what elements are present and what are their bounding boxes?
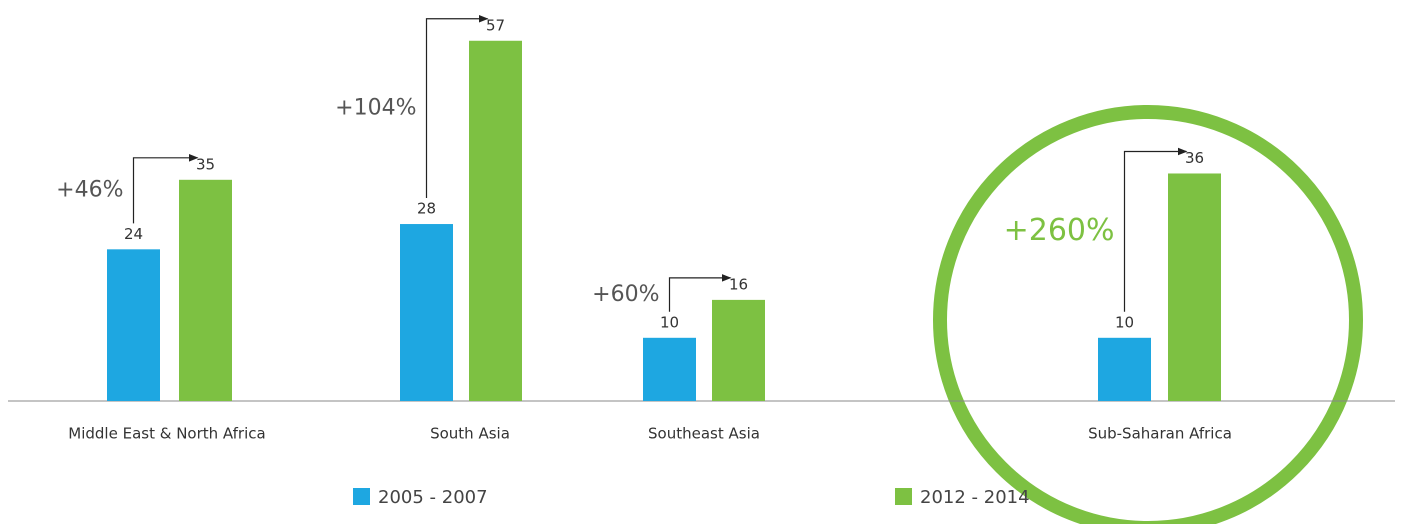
change-arrow xyxy=(1123,147,1188,312)
value-label: 10 xyxy=(660,313,679,331)
value-label: 35 xyxy=(196,155,215,173)
change-annotation: +46% xyxy=(56,178,123,203)
value-label: 10 xyxy=(1115,313,1134,331)
bar xyxy=(1168,173,1221,401)
bar xyxy=(712,299,765,401)
change-annotation: +104% xyxy=(335,95,416,120)
legend-swatch xyxy=(895,488,912,505)
change-annotation: +60% xyxy=(592,282,659,307)
change-annotation: +260% xyxy=(1004,213,1115,248)
legend-swatch xyxy=(353,488,370,505)
value-label: 28 xyxy=(417,200,436,218)
x-tick-label: Southeast Asia xyxy=(648,425,760,443)
bar xyxy=(179,179,232,401)
bar xyxy=(107,249,160,401)
value-label: 24 xyxy=(124,225,143,243)
bar xyxy=(643,337,696,401)
change-arrow xyxy=(668,274,732,312)
value-label: 57 xyxy=(486,16,505,34)
change-arrow xyxy=(425,14,489,199)
legend-label: 2005 - 2007 xyxy=(378,487,488,508)
value-label: 16 xyxy=(729,275,748,293)
highlight-circle xyxy=(933,105,1363,524)
value-label: 36 xyxy=(1185,149,1204,167)
x-tick-label: South Asia xyxy=(430,425,510,443)
bar xyxy=(400,224,453,401)
change-arrow xyxy=(132,153,199,224)
x-tick-label: Middle East & North Africa xyxy=(68,425,265,443)
x-tick-label: Sub-Saharan Africa xyxy=(1088,425,1232,443)
bar xyxy=(1098,337,1151,401)
legend-label: 2012 - 2014 xyxy=(920,487,1030,508)
bar xyxy=(469,40,522,401)
